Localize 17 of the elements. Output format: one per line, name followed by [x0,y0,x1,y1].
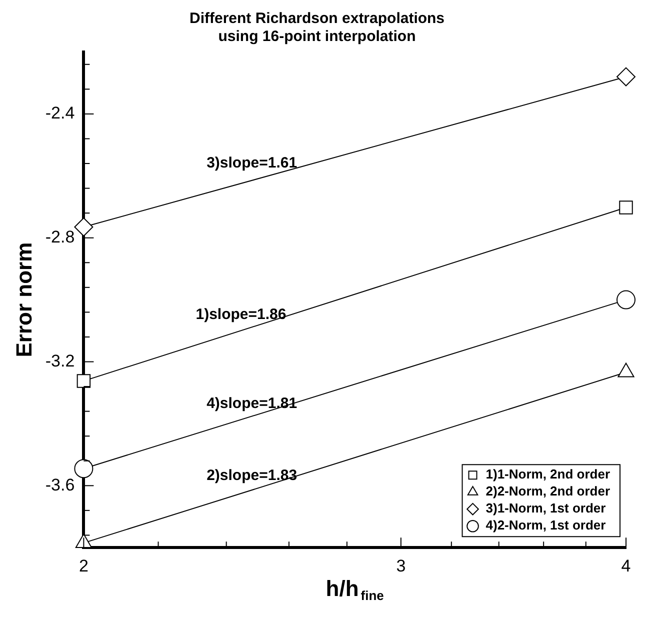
annotation: 3)slope=1.61 [206,154,298,172]
chart-title: Different Richardson extrapolations using 16-point interpolation [189,10,445,46]
annotation: 2)slope=1.83 [206,466,298,484]
legend-label: 1)1-Norm, 2nd order [486,466,610,482]
x-tick-label: 4 [621,556,631,576]
y-tick-label: -3.6 [45,475,75,494]
x-tick-label: 2 [78,556,88,576]
y-tick-label: -3.2 [45,351,75,370]
y-tick-label: -2.8 [45,228,75,247]
y-tick-label: -2.4 [45,104,75,123]
legend-label: 4)2-Norm, 1st order [486,518,606,533]
y-axis-title: Error norm [11,242,36,358]
legend-label: 3)1-Norm, 1st order [486,500,606,516]
annotation: 4)slope=1.81 [206,395,298,412]
annotation: 1)slope=1.86 [196,306,286,323]
x-tick-label: 3 [396,556,406,576]
legend-label: 2)2-Norm, 2nd order [486,484,610,499]
